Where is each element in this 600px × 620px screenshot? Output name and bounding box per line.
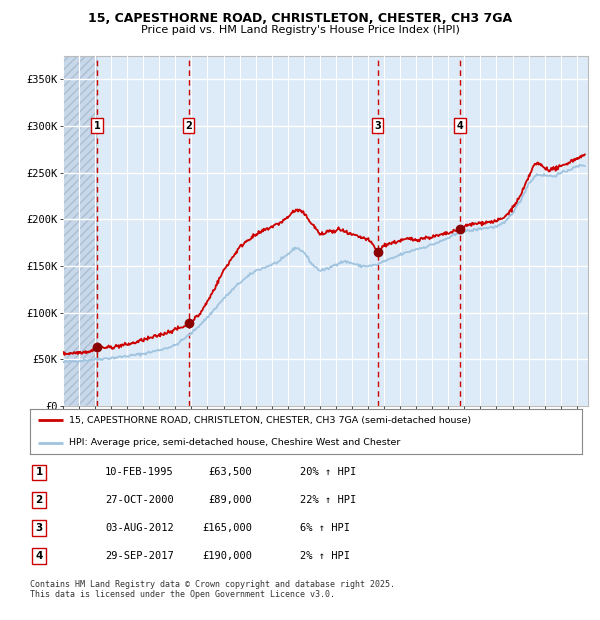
Text: £165,000: £165,000 bbox=[202, 523, 252, 533]
Text: 03-AUG-2012: 03-AUG-2012 bbox=[105, 523, 174, 533]
Text: 1: 1 bbox=[94, 121, 100, 131]
Text: £190,000: £190,000 bbox=[202, 551, 252, 561]
Text: 15, CAPESTHORNE ROAD, CHRISTLETON, CHESTER, CH3 7GA: 15, CAPESTHORNE ROAD, CHRISTLETON, CHEST… bbox=[88, 12, 512, 25]
Text: 3: 3 bbox=[374, 121, 381, 131]
Text: 4: 4 bbox=[457, 121, 464, 131]
Text: 6% ↑ HPI: 6% ↑ HPI bbox=[300, 523, 350, 533]
Bar bbox=[63, 56, 97, 406]
Text: HPI: Average price, semi-detached house, Cheshire West and Chester: HPI: Average price, semi-detached house,… bbox=[68, 438, 400, 447]
Text: 27-OCT-2000: 27-OCT-2000 bbox=[105, 495, 174, 505]
Text: 2: 2 bbox=[35, 495, 43, 505]
Text: 29-SEP-2017: 29-SEP-2017 bbox=[105, 551, 174, 561]
Text: 4: 4 bbox=[35, 551, 43, 561]
Text: 1: 1 bbox=[35, 467, 43, 477]
Text: 2% ↑ HPI: 2% ↑ HPI bbox=[300, 551, 350, 561]
Text: 10-FEB-1995: 10-FEB-1995 bbox=[105, 467, 174, 477]
Text: 22% ↑ HPI: 22% ↑ HPI bbox=[300, 495, 356, 505]
Text: 2: 2 bbox=[185, 121, 192, 131]
Text: Price paid vs. HM Land Registry's House Price Index (HPI): Price paid vs. HM Land Registry's House … bbox=[140, 25, 460, 35]
Text: 3: 3 bbox=[35, 523, 43, 533]
Text: £89,000: £89,000 bbox=[208, 495, 252, 505]
Text: £63,500: £63,500 bbox=[208, 467, 252, 477]
Text: Contains HM Land Registry data © Crown copyright and database right 2025.
This d: Contains HM Land Registry data © Crown c… bbox=[30, 580, 395, 599]
Bar bbox=[63, 56, 97, 406]
Text: 20% ↑ HPI: 20% ↑ HPI bbox=[300, 467, 356, 477]
Text: 15, CAPESTHORNE ROAD, CHRISTLETON, CHESTER, CH3 7GA (semi-detached house): 15, CAPESTHORNE ROAD, CHRISTLETON, CHEST… bbox=[68, 416, 471, 425]
